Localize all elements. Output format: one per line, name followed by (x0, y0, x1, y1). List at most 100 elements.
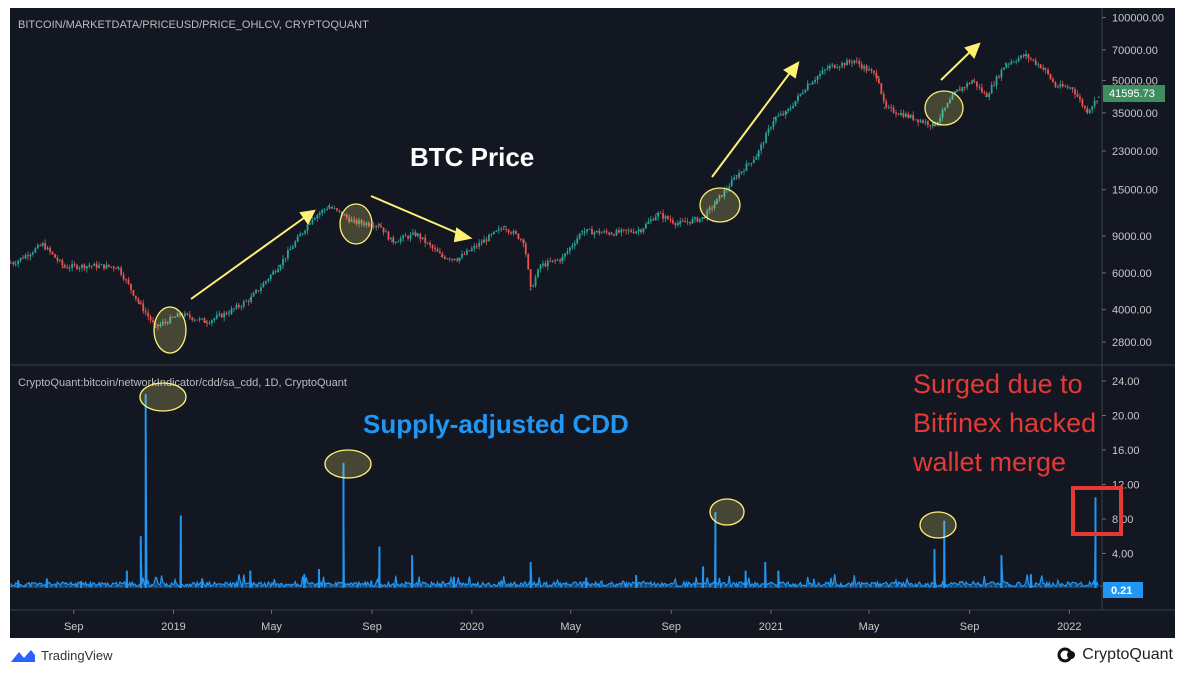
price-candle (998, 76, 1000, 78)
price-candle (652, 219, 655, 221)
price-candle (961, 87, 964, 91)
price-candle (750, 162, 753, 164)
cryptoquant-logo[interactable]: CryptoQuant (1057, 646, 1173, 664)
price-candle (953, 91, 956, 95)
price-candle (772, 121, 775, 128)
price-candle (637, 230, 640, 232)
price-candle (1079, 96, 1081, 100)
price-candle (14, 264, 17, 265)
price-candle (792, 106, 794, 109)
price-candle (196, 319, 199, 321)
price-candle (108, 264, 110, 267)
price-tick-label: 50000.00 (1112, 75, 1158, 87)
price-candle (233, 308, 235, 310)
price-candle (348, 217, 351, 222)
price-candle (475, 245, 478, 247)
price-candle (868, 69, 870, 71)
price-candle (618, 230, 620, 233)
price-candle (294, 241, 297, 247)
price-candle (667, 215, 669, 220)
price-candle (412, 232, 414, 235)
price-candle (689, 221, 691, 224)
price-candle (419, 233, 422, 240)
price-point (954, 91, 957, 93)
price-candle (897, 114, 900, 115)
arrow-down-2019-head (453, 227, 473, 243)
price-candle (274, 271, 277, 273)
price-candle (115, 268, 118, 270)
price-candle (949, 99, 951, 104)
price-candle (125, 279, 127, 281)
price-candle (1010, 61, 1013, 64)
price-candle (870, 69, 873, 71)
price-point (560, 257, 563, 260)
price-candle (228, 313, 230, 315)
price-candle (814, 79, 817, 82)
price-point (877, 75, 879, 78)
price-point (13, 261, 15, 264)
price-point (883, 106, 886, 109)
price-candle (640, 230, 642, 233)
price-candle (372, 226, 375, 227)
price-point (610, 232, 613, 234)
price-candle (951, 94, 954, 100)
highlight-ellipse-price-2020-breakout (699, 187, 741, 223)
price-point (1085, 110, 1088, 113)
price-candle (230, 308, 233, 314)
price-candle (282, 258, 284, 266)
price-candle (843, 62, 846, 66)
price-candle (264, 281, 267, 284)
price-point (581, 230, 584, 233)
price-candle (721, 195, 723, 197)
price-candle (676, 223, 679, 225)
price-candle (976, 81, 978, 87)
price-point (327, 205, 330, 208)
price-candle (215, 315, 218, 319)
price-point (1071, 87, 1074, 89)
price-candle (900, 113, 902, 115)
price-candle (505, 229, 508, 231)
price-point (1004, 63, 1007, 65)
surge-highlight-box (1071, 486, 1123, 536)
price-candle (453, 258, 456, 261)
price-candle (492, 231, 495, 235)
price-candle (71, 264, 74, 268)
price-candle (439, 251, 441, 254)
price-point (378, 223, 381, 226)
cdd-line (10, 393, 1099, 590)
price-candle (328, 206, 331, 209)
tradingview-logo[interactable]: TradingView (10, 648, 113, 663)
price-point (63, 266, 65, 268)
price-candle (919, 120, 922, 123)
price-last-value-badge (1103, 85, 1165, 102)
price-axis: 100000.00 70000.00 50000.00 35000.00 23000.0… (1102, 13, 1164, 349)
price-point (390, 240, 393, 243)
highlight-ellipse-cdd-2019 (324, 449, 372, 479)
price-candle (1061, 83, 1064, 87)
arrow-up-2019-head (299, 209, 316, 225)
price-candle (1022, 55, 1025, 57)
price-candle (875, 72, 878, 79)
price-candle (137, 298, 140, 303)
price-point (457, 257, 459, 260)
price-candle (723, 189, 726, 197)
price-candle (240, 306, 243, 308)
price-candle (512, 231, 515, 234)
price-candle (1017, 58, 1020, 62)
price-candle (956, 89, 959, 92)
price-candle (287, 250, 289, 259)
price-candle (267, 279, 270, 282)
price-candle (323, 209, 326, 211)
price-candle (544, 263, 547, 267)
price-candle (1015, 61, 1018, 63)
price-candle (515, 231, 517, 234)
plot-background (10, 8, 1175, 638)
price-candle (571, 245, 574, 248)
price-candle (529, 269, 532, 287)
price-candle (841, 62, 843, 67)
price-candle (995, 76, 998, 86)
tradingview-logo-icon (11, 649, 35, 662)
highlight-ellipse-cdd-2021 (919, 511, 957, 539)
price-candle (797, 95, 799, 101)
